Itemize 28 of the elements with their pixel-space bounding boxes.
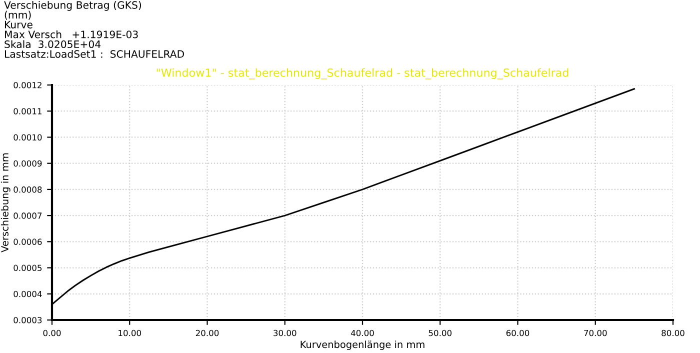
y-axis-title: Verschiebung in mm: [0, 153, 10, 252]
text: (mm): [4, 10, 31, 20]
y-tick-label: 0.0003: [14, 316, 42, 324]
x-tick-label: 40.00: [350, 330, 374, 336]
x-tick-label: 0.00: [43, 330, 61, 336]
text: Kurve: [4, 20, 32, 28]
y-tick-label: 0.0011: [14, 108, 42, 114]
text: Verschiebung Betrag (GKS): [4, 1, 142, 11]
x-tick-label: 80.00: [662, 330, 684, 336]
y-tick-label: 0.0005: [14, 264, 42, 272]
y-tick-label: 0.0009: [14, 160, 42, 167]
x-axis-title: Kurvenbogenlänge in mm: [300, 340, 424, 350]
x-tick-label: 20.00: [196, 330, 219, 336]
y-tick-label: 0.0012: [14, 82, 42, 88]
y-tick-label: 0.0006: [14, 238, 42, 245]
y-tick-label: 0.0008: [14, 186, 42, 193]
text: Max Versch +1.1919E-03: [4, 30, 138, 38]
y-tick-label: 0.0010: [14, 134, 42, 141]
x-tick-label: 50.00: [428, 330, 452, 336]
text: Lastsatz:LoadSet1 : SCHAUFELRAD: [4, 50, 184, 58]
x-tick-label: 60.00: [506, 330, 530, 336]
text: Skala 3.0205E+04: [4, 40, 101, 48]
y-tick-label: 0.0007: [14, 212, 42, 219]
x-tick-label: 70.00: [584, 330, 607, 336]
chart-title: "Window1" - stat_berechnung_Schaufelrad - stat_berechnung_Schaufelrad: [156, 68, 568, 80]
x-tick-label: 10.00: [118, 330, 141, 336]
y-tick-label: 0.0004: [14, 290, 42, 298]
x-tick-label: 30.00: [274, 330, 296, 336]
